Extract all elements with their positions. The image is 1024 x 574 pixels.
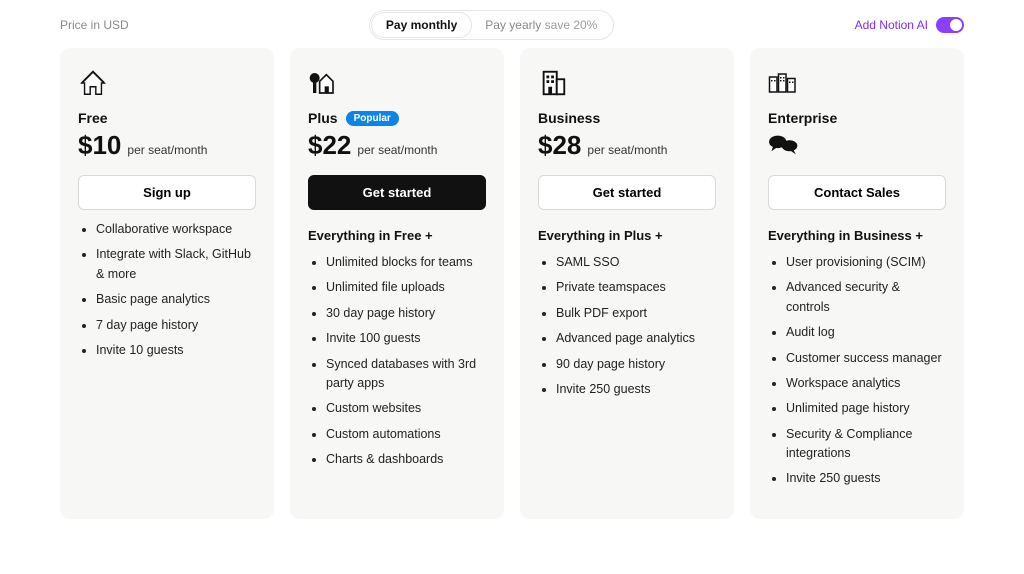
list-item: Security & Compliance integrations	[786, 425, 946, 464]
cta-label: Contact Sales	[814, 185, 900, 200]
list-item: Unlimited blocks for teams	[326, 253, 486, 272]
tier-card-free: Free $10 per seat/month Sign up Collabor…	[60, 48, 274, 519]
feature-list: Unlimited blocks for teams Unlimited fil…	[308, 253, 486, 469]
tier-unit: per seat/month	[587, 143, 667, 157]
tier-unit: per seat/month	[357, 143, 437, 157]
list-item: Invite 250 guests	[786, 469, 946, 488]
get-started-button[interactable]: Get started	[308, 175, 486, 210]
tier-name: Free	[78, 110, 108, 126]
cta-label: Get started	[363, 185, 432, 200]
list-item: Advanced security & controls	[786, 278, 946, 317]
billing-toggle: Pay monthly Pay yearly save 20%	[369, 10, 614, 40]
list-item: Synced databases with 3rd party apps	[326, 355, 486, 394]
tier-unit: per seat/month	[127, 143, 207, 157]
tier-card-business: Business $28 per seat/month Get started …	[520, 48, 734, 519]
includes-label: Everything in Free +	[308, 228, 486, 243]
pay-monthly-label: Pay monthly	[386, 18, 457, 32]
list-item: Invite 10 guests	[96, 341, 256, 360]
list-item: Private teamspaces	[556, 278, 716, 297]
add-ai-control: Add Notion AI	[855, 17, 964, 33]
cta-label: Sign up	[143, 185, 191, 200]
chat-bubbles-icon	[768, 134, 946, 161]
pay-yearly-label: Pay yearly	[485, 18, 541, 32]
feature-list: Collaborative workspace Integrate with S…	[78, 220, 256, 360]
building-icon	[538, 68, 716, 100]
list-item: Customer success manager	[786, 349, 946, 368]
tier-name: Business	[538, 110, 600, 126]
popular-badge: Popular	[346, 111, 399, 126]
list-item: SAML SSO	[556, 253, 716, 272]
tier-name: Plus	[308, 110, 338, 126]
list-item: 30 day page history	[326, 304, 486, 323]
list-item: Invite 100 guests	[326, 329, 486, 348]
feature-list: User provisioning (SCIM) Advanced securi…	[768, 253, 946, 489]
get-started-button[interactable]: Get started	[538, 175, 716, 210]
tier-price: $10	[78, 130, 121, 161]
pricing-header: Price in USD Pay monthly Pay yearly save…	[0, 0, 1024, 48]
pricing-grid: Free $10 per seat/month Sign up Collabor…	[0, 48, 1024, 519]
includes-label: Everything in Plus +	[538, 228, 716, 243]
signup-button[interactable]: Sign up	[78, 175, 256, 210]
pay-yearly-tab[interactable]: Pay yearly save 20%	[471, 13, 611, 37]
list-item: Integrate with Slack, GitHub & more	[96, 245, 256, 284]
house-icon	[78, 68, 256, 100]
list-item: 90 day page history	[556, 355, 716, 374]
list-item: Custom automations	[326, 425, 486, 444]
feature-list: SAML SSO Private teamspaces Bulk PDF exp…	[538, 253, 716, 399]
list-item: Custom websites	[326, 399, 486, 418]
list-item: Collaborative workspace	[96, 220, 256, 239]
add-ai-label: Add Notion AI	[855, 18, 928, 32]
add-ai-toggle[interactable]	[936, 17, 964, 33]
list-item: Bulk PDF export	[556, 304, 716, 323]
house-tree-icon	[308, 68, 486, 100]
list-item: Workspace analytics	[786, 374, 946, 393]
list-item: Basic page analytics	[96, 290, 256, 309]
tier-card-plus: Plus Popular $22 per seat/month Get star…	[290, 48, 504, 519]
list-item: Unlimited page history	[786, 399, 946, 418]
list-item: Audit log	[786, 323, 946, 342]
city-icon	[768, 68, 946, 100]
list-item: 7 day page history	[96, 316, 256, 335]
tier-price: $28	[538, 130, 581, 161]
pay-monthly-tab[interactable]: Pay monthly	[372, 13, 471, 37]
list-item: Unlimited file uploads	[326, 278, 486, 297]
tier-name: Enterprise	[768, 110, 837, 126]
list-item: Invite 250 guests	[556, 380, 716, 399]
list-item: Charts & dashboards	[326, 450, 486, 469]
yearly-save-label: save 20%	[545, 18, 598, 32]
cta-label: Get started	[593, 185, 662, 200]
contact-sales-button[interactable]: Contact Sales	[768, 175, 946, 210]
tier-card-enterprise: Enterprise Contact Sales Everything in B…	[750, 48, 964, 519]
list-item: Advanced page analytics	[556, 329, 716, 348]
list-item: User provisioning (SCIM)	[786, 253, 946, 272]
tier-price: $22	[308, 130, 351, 161]
includes-label: Everything in Business +	[768, 228, 946, 243]
currency-label: Price in USD	[60, 18, 129, 32]
